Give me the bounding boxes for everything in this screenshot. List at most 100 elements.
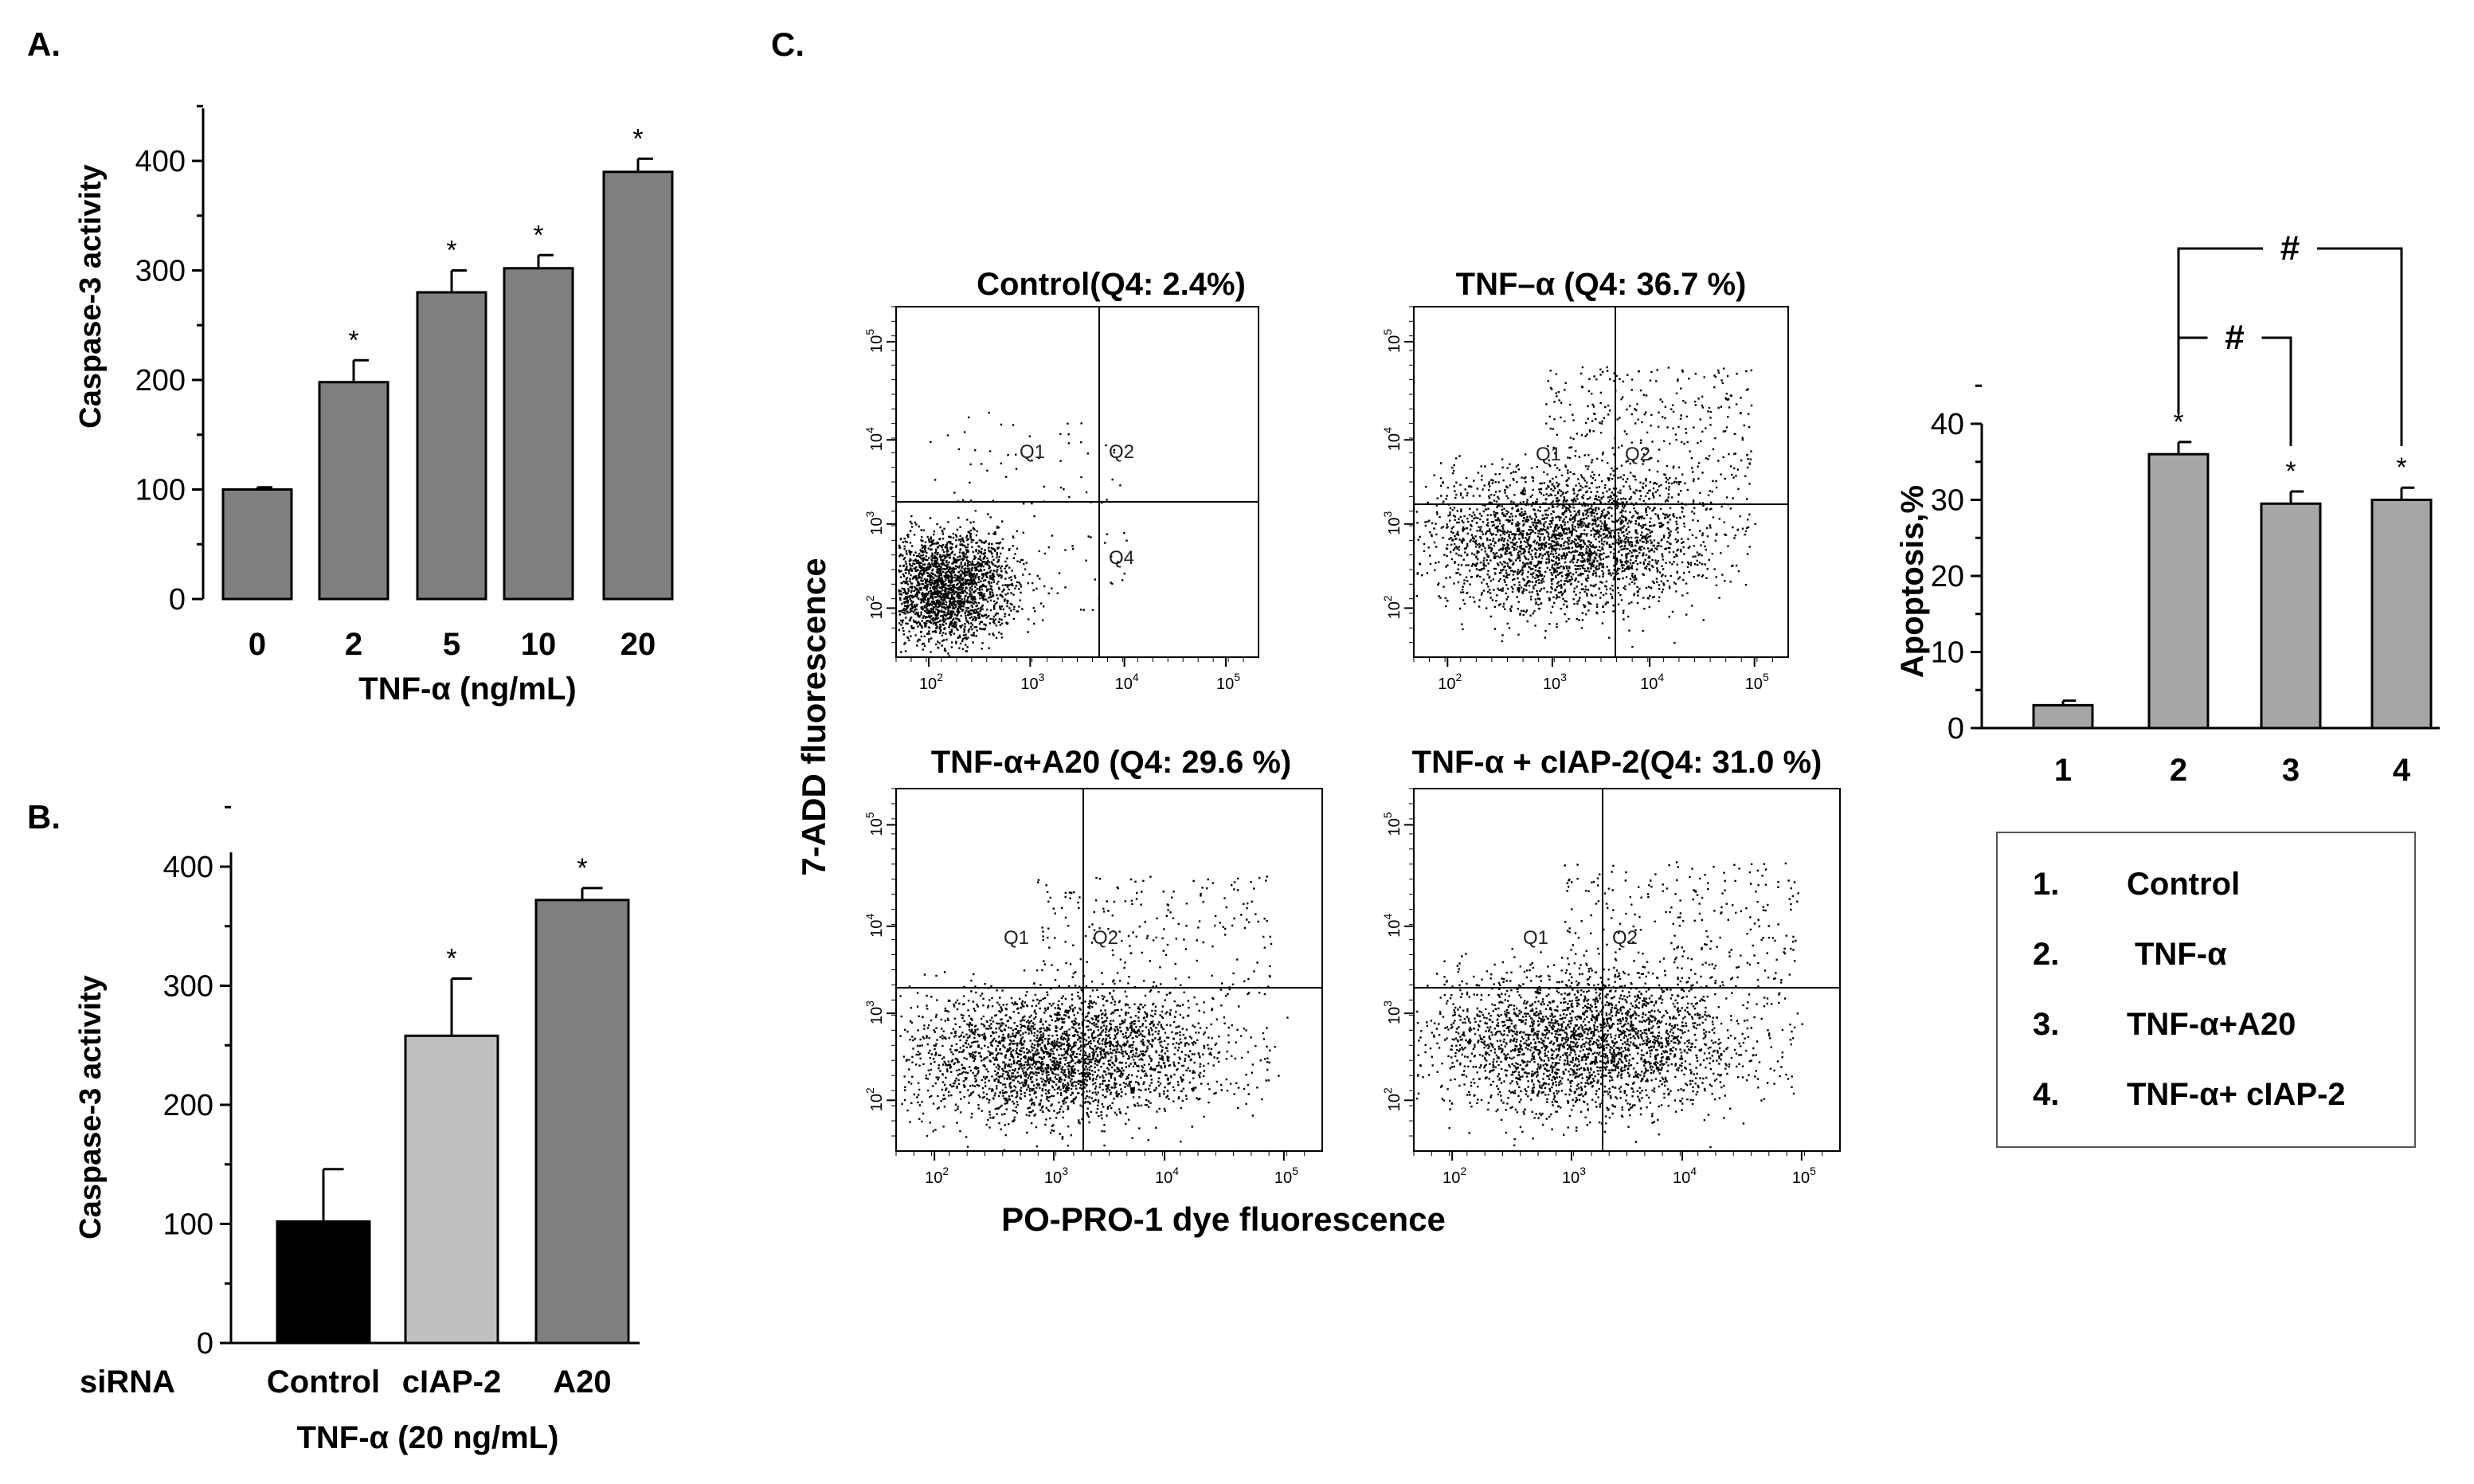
panel-b: B. Caspase-3 activity 0 100 200 300 400 Cont… — [27, 798, 640, 1455]
flow-axis-tick-exponent: 5 — [1234, 671, 1240, 683]
flow-axis-tick-exponent: 2 — [863, 595, 876, 601]
flow-axis-tick-exponent: 3 — [1560, 671, 1567, 683]
panel-a-tick-label: 300 — [135, 255, 186, 288]
panel-a-category-label: 5 — [443, 627, 460, 662]
flow-axis-tick-exponent: 4 — [863, 914, 876, 920]
panel-a-tick-label: 100 — [135, 474, 186, 507]
panel-b-category-label: cIAP-2 — [402, 1365, 502, 1400]
flow-axis-tick-label: 104 — [1640, 671, 1664, 693]
quadrant-label: Q1 — [1536, 444, 1561, 465]
quadrant-label: Q1 — [1020, 441, 1045, 463]
panel-d-bar — [2032, 703, 2094, 730]
flow-axis-tick-label: 104 — [863, 427, 886, 451]
panel-d-bar — [2260, 502, 2322, 730]
panel-b-tick-label: 400 — [163, 851, 213, 884]
bracket-label-gap — [2263, 244, 2317, 253]
panel-d-bars: 1 * 2 * 3 * 4 — [2032, 407, 2433, 788]
flow-plot: TNF-α + cIAP-2(Q4: 31.0 %) Q1 Q2 102 103 104 1… — [1381, 745, 1841, 1187]
legend-number: 2. — [2033, 937, 2059, 972]
flow-axis-tick-label: 103 — [1381, 511, 1403, 535]
flow-plot-frame — [895, 788, 1323, 1152]
flow-axis-tick-label: 104 — [1673, 1165, 1697, 1187]
flow-plot-frame — [1413, 788, 1841, 1152]
panel-d-bar — [2147, 452, 2210, 730]
flow-axis-tick-exponent: 5 — [1763, 671, 1769, 683]
quadrant-label: Q1 — [1523, 927, 1548, 949]
flow-axis-tick-label: 103 — [1020, 671, 1044, 693]
legend: 1. Control 2. TNF-α 3. TNF-α+A20 4. TNF-… — [1996, 832, 2416, 1148]
panel-a-category-label: 2 — [345, 627, 362, 662]
panel-a-tick-label: 400 — [135, 145, 186, 178]
flow-axis-tick-label: 103 — [1562, 1165, 1586, 1187]
flow-axis-tick-exponent: 5 — [863, 812, 876, 818]
flow-plots: Control(Q4: 2.4%) Q1 Q2 Q4 102 103 104 105 102 10… — [863, 267, 1841, 1187]
panel-d-category-label: 4 — [2393, 753, 2411, 788]
quadrant-label: Q2 — [1625, 444, 1650, 465]
panel-d-bar — [2370, 499, 2433, 730]
flow-axis-tick-exponent: 4 — [1381, 914, 1394, 920]
bracket-label-gap — [2207, 333, 2262, 343]
panel-b-category-label: Control — [267, 1365, 380, 1400]
flow-axis-tick-exponent: 3 — [1381, 511, 1394, 518]
flow-axis-tick-label: 102 — [1381, 595, 1403, 619]
panel-a: A. Caspase-3 activity 0 100 200 300 400 0 * 2 *… — [27, 25, 674, 707]
flow-axis-tick-label: 102 — [925, 1165, 949, 1187]
flow-axis-tick-exponent: 3 — [1062, 1165, 1068, 1177]
flow-axis-tick-label: 103 — [1543, 671, 1567, 693]
legend-box — [1996, 832, 2416, 1148]
panel-a-tick-label: 0 — [169, 583, 186, 617]
flow-axis-tick-label: 105 — [1381, 812, 1403, 836]
panel-a-category-label: 0 — [249, 627, 266, 662]
flow-axis-tick-exponent: 2 — [1456, 671, 1462, 683]
flow-axis-tick-label: 102 — [863, 595, 886, 619]
flow-plot-title: TNF-α + cIAP-2(Q4: 31.0 %) — [1412, 745, 1822, 780]
panel-b-category-label: A20 — [553, 1365, 611, 1400]
panel-a-category-label: 20 — [620, 627, 656, 662]
panel-a-bars: 0 * 2 * 5 * 10 * 20 — [221, 123, 674, 662]
flow-axis-tick-label: 105 — [1274, 1165, 1298, 1187]
flow-axis-tick-label: 104 — [1381, 427, 1403, 451]
legend-label: Control — [2127, 867, 2240, 902]
flow-axis-tick-exponent: 2 — [1381, 1087, 1394, 1094]
panel-d-y-axis-title: Apoptosis,% — [1895, 485, 1930, 678]
significance-hash: # — [2225, 318, 2244, 357]
flow-plot-title: Control(Q4: 2.4%) — [977, 267, 1246, 302]
panel-d-category-label: 3 — [2282, 753, 2300, 788]
flow-axis-tick-label: 102 — [1381, 1087, 1403, 1111]
flow-axis-tick-exponent: 4 — [863, 427, 876, 433]
panel-b-y-axis-title: Caspase-3 activity — [74, 975, 108, 1239]
flow-axis-tick-label: 102 — [1438, 671, 1462, 693]
flow-axis-tick-label: 105 — [1216, 671, 1240, 693]
panel-c-y-axis-title: 7-ADD fluorescence — [795, 558, 832, 875]
panel-a-bar — [602, 170, 674, 601]
panel-a-y-axis-title: Caspase-3 activity — [74, 164, 108, 429]
panel-c-x-axis-title: PO-PRO-1 dye fluorescence — [1001, 1200, 1446, 1238]
flow-axis-tick-exponent: 2 — [1460, 1165, 1466, 1177]
legend-number: 1. — [2033, 867, 2059, 902]
flow-axis-tick-exponent: 5 — [1381, 329, 1394, 335]
panel-a-y-axis: 0 100 200 300 400 — [135, 104, 205, 617]
panel-d-significance-star: * — [2285, 456, 2296, 487]
significance-brackets: ## — [2177, 229, 2403, 446]
flow-plot-title: TNF-α+A20 (Q4: 29.6 %) — [931, 745, 1291, 780]
panel-a-category-label: 10 — [521, 627, 557, 662]
panel-a-label: A. — [27, 25, 61, 63]
legend-label: TNF-α — [2135, 937, 2227, 972]
panel-a-tick-label: 200 — [135, 364, 186, 397]
flow-plot-frame — [895, 306, 1259, 658]
flow-axis-tick-label: 105 — [863, 812, 886, 836]
significance-hash: # — [2280, 229, 2300, 268]
panel-b-bar — [534, 899, 630, 1345]
panel-d-tick-label: 30 — [1931, 484, 1964, 518]
flow-plot-events — [899, 875, 1289, 1151]
panel-d-tick-label: 10 — [1931, 636, 1964, 670]
flow-axis-tick-exponent: 3 — [863, 1000, 876, 1007]
panel-b-tick-label: 200 — [163, 1089, 213, 1122]
legend-label: TNF-α+ cIAP-2 — [2127, 1077, 2346, 1112]
flow-plot: TNF–α (Q4: 36.7 %) Q1 Q2 102 103 104 105 102 103… — [1381, 267, 1789, 693]
legend-number: 4. — [2033, 1077, 2059, 1112]
flow-axis-tick-exponent: 2 — [942, 1165, 949, 1177]
panel-d-category-label: 1 — [2054, 753, 2072, 788]
panel-a-significance-star: * — [533, 220, 543, 250]
